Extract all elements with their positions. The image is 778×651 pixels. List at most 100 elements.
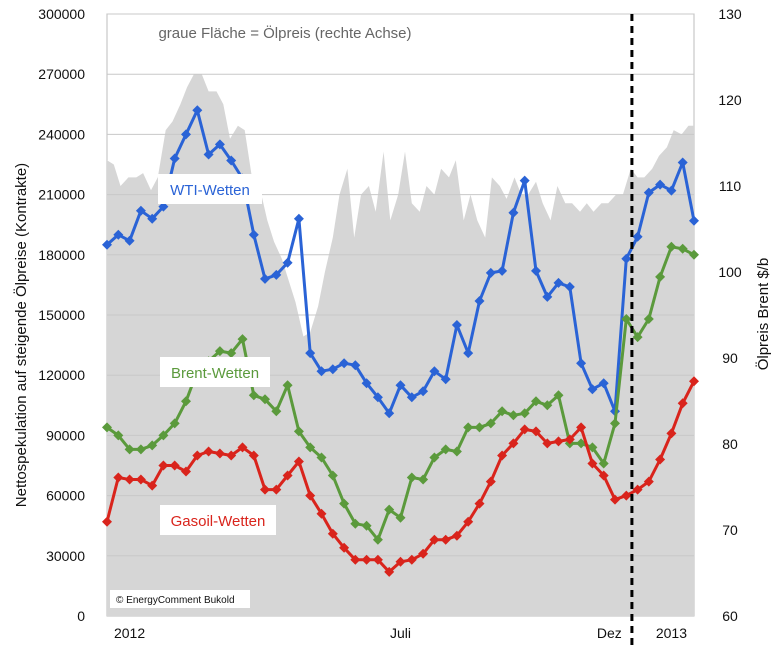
data-point	[508, 207, 519, 218]
data-point	[260, 394, 270, 405]
data-point	[305, 490, 316, 501]
x-tick-label: Dez	[597, 625, 622, 641]
oil-price-area-shape	[107, 74, 694, 616]
data-point	[361, 378, 372, 389]
data-point	[124, 235, 135, 246]
data-point	[316, 366, 327, 377]
data-point	[508, 438, 519, 449]
data-point	[497, 265, 508, 276]
data-point	[271, 406, 282, 417]
y-right-tick: 80	[722, 436, 738, 452]
data-point	[677, 398, 688, 409]
data-point	[102, 239, 112, 250]
y-left-title: Nettospekulation auf steigende Ölpreise …	[12, 163, 30, 507]
data-point	[214, 139, 225, 150]
data-point	[102, 422, 112, 433]
wti-label-box: WTI-Wetten	[158, 174, 262, 204]
data-point	[508, 410, 519, 421]
y-left-tick: 210000	[38, 187, 85, 203]
data-point	[237, 334, 248, 345]
data-point	[598, 458, 609, 469]
brent-label: Brent-Wetten	[171, 365, 259, 382]
data-point	[485, 267, 496, 278]
data-point	[327, 470, 338, 481]
data-point	[531, 265, 541, 276]
data-point	[260, 484, 270, 495]
wti-label: WTI-Wetten	[170, 182, 250, 199]
oil-price-area	[107, 74, 694, 616]
gasoil-label: Gasoil-Wetten	[171, 513, 266, 530]
data-point	[282, 380, 293, 391]
data-point	[451, 320, 462, 330]
data-point	[384, 408, 395, 419]
data-point	[158, 460, 169, 471]
credit-box: © EnergyComment Bukold	[110, 590, 250, 608]
data-point	[689, 376, 699, 387]
data-point	[542, 438, 553, 449]
data-point	[587, 442, 598, 453]
data-point	[474, 422, 485, 433]
y-right-tick: 70	[722, 522, 738, 538]
y-right-tick: 100	[718, 264, 742, 280]
data-point	[406, 392, 417, 403]
data-point	[429, 534, 440, 545]
y-left-tick: 300000	[38, 6, 85, 22]
data-point	[655, 271, 666, 282]
data-point	[181, 466, 191, 477]
y-left-tick: 90000	[46, 427, 85, 443]
data-point	[293, 426, 304, 437]
x-tick-label: 2013	[656, 625, 687, 641]
data-point	[632, 231, 643, 242]
data-point	[666, 241, 677, 252]
data-point	[260, 273, 270, 284]
y-right-tick: 120	[718, 92, 742, 108]
data-point	[621, 253, 632, 264]
data-point	[372, 554, 383, 565]
y-left-tick: 0	[77, 608, 85, 624]
data-point	[158, 430, 169, 441]
data-point	[113, 472, 124, 483]
data-point	[406, 554, 417, 565]
y-right-tick: 130	[718, 6, 742, 22]
data-point	[305, 442, 316, 453]
data-point	[643, 187, 654, 198]
data-point	[203, 149, 214, 160]
series-WTI-Wetten	[102, 105, 699, 419]
x-tick-label: 2012	[114, 625, 145, 641]
data-point	[643, 476, 654, 487]
data-point	[531, 426, 541, 437]
data-point	[339, 358, 350, 369]
data-point	[463, 348, 474, 359]
data-point	[440, 534, 451, 545]
data-point	[361, 554, 372, 565]
data-point	[576, 422, 587, 433]
data-point	[406, 472, 417, 483]
data-point	[553, 436, 564, 447]
data-point	[542, 291, 553, 302]
data-point	[226, 348, 237, 359]
data-point	[463, 422, 474, 433]
data-point	[485, 476, 496, 487]
data-point	[463, 516, 474, 527]
data-point	[519, 424, 530, 435]
data-point	[282, 470, 293, 481]
data-point	[610, 418, 620, 429]
data-point	[587, 458, 598, 469]
data-point	[147, 213, 158, 224]
data-point	[169, 460, 180, 471]
data-point	[226, 450, 237, 461]
data-point	[497, 450, 508, 461]
data-point	[655, 454, 666, 465]
data-point	[677, 243, 688, 254]
data-point	[192, 450, 203, 461]
data-point	[689, 249, 699, 260]
data-point	[418, 548, 429, 559]
series-Gasoil-Wetten	[102, 376, 699, 577]
data-point	[621, 490, 632, 501]
data-point	[418, 474, 429, 485]
data-point	[542, 400, 553, 411]
y-left-tick: 150000	[38, 307, 85, 323]
data-point	[395, 512, 406, 523]
data-point	[158, 201, 169, 212]
data-point	[293, 213, 304, 224]
